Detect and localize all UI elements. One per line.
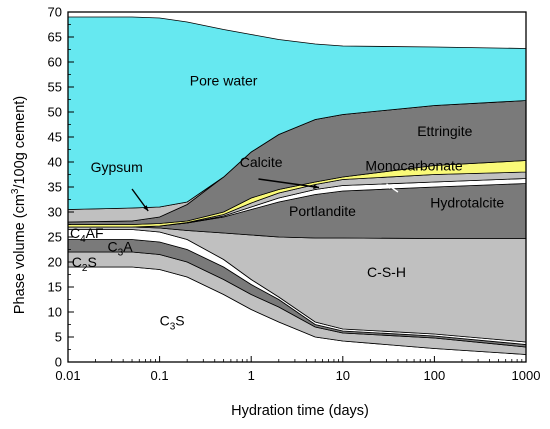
x-tick-label: 100	[424, 368, 446, 383]
calcite-arrow-head	[313, 184, 319, 189]
x-tick-label: 10	[336, 368, 350, 383]
y-tick-label: 20	[48, 255, 62, 270]
y-tick-label: 35	[48, 180, 62, 195]
label-pore-water: Pore water	[190, 73, 258, 89]
label-monocarbonate: Monocarbonate	[365, 158, 463, 174]
y-axis-title-superscript: 3	[10, 188, 21, 194]
y-tick-label: 5	[55, 330, 62, 345]
y-tick-label: 30	[48, 205, 62, 220]
y-tick-label: 25	[48, 230, 62, 245]
y-tick-label: 0	[55, 355, 62, 370]
label-c3s: C3S	[160, 313, 185, 333]
y-tick-label: 15	[48, 280, 62, 295]
label-portlandite: Portlandite	[289, 203, 356, 219]
y-tick-label: 40	[48, 155, 62, 170]
y-tick-label: 10	[48, 305, 62, 320]
label-gypsum: Gypsum	[91, 159, 143, 175]
region-labels: Pore water Ettringite Gypsum Calcite Monocar…	[70, 73, 504, 333]
label-c4af: C4AF	[70, 225, 104, 245]
x-tick-label: 0.1	[151, 368, 169, 383]
x-axis-title: Hydration time (days)	[231, 403, 369, 419]
y-axis-title-main: Phase volume (cm	[12, 194, 28, 314]
label-ettringite: Ettringite	[417, 123, 472, 139]
x-tick-label: 1000	[512, 368, 541, 383]
x-tick-label: 0.01	[55, 368, 80, 383]
label-calcite: Calcite	[240, 154, 283, 170]
y-tick-label: 65	[48, 30, 62, 45]
area-layers	[67, 16, 527, 363]
hydrotalcite-arrow-head	[386, 184, 393, 190]
x-tick-label: 1	[248, 368, 255, 383]
calcite-arrow	[258, 178, 320, 189]
y-axis-title: Phase volume (cm3/100g cement)	[10, 96, 28, 314]
label-c3a: C3A	[108, 239, 134, 259]
label-csh: C-S-H	[367, 264, 406, 280]
gypsum-arrow-head	[143, 205, 149, 211]
y-tick-label: 45	[48, 130, 62, 145]
y-axis-title-rest: /100g cement)	[12, 96, 28, 189]
y-tick-label: 55	[48, 80, 62, 95]
y-tick-label: 50	[48, 105, 62, 120]
axis-ticks: 0.01 0.1 1 10 100 1000 0 5 10 15 20 25 30 35 40 45 50 55 6…	[48, 5, 541, 384]
y-tick-label: 70	[48, 5, 62, 20]
label-c2s: C2S	[72, 254, 97, 274]
y-tick-label: 60	[48, 55, 62, 70]
label-hydrotalcite: Hydrotalcite	[430, 195, 504, 211]
